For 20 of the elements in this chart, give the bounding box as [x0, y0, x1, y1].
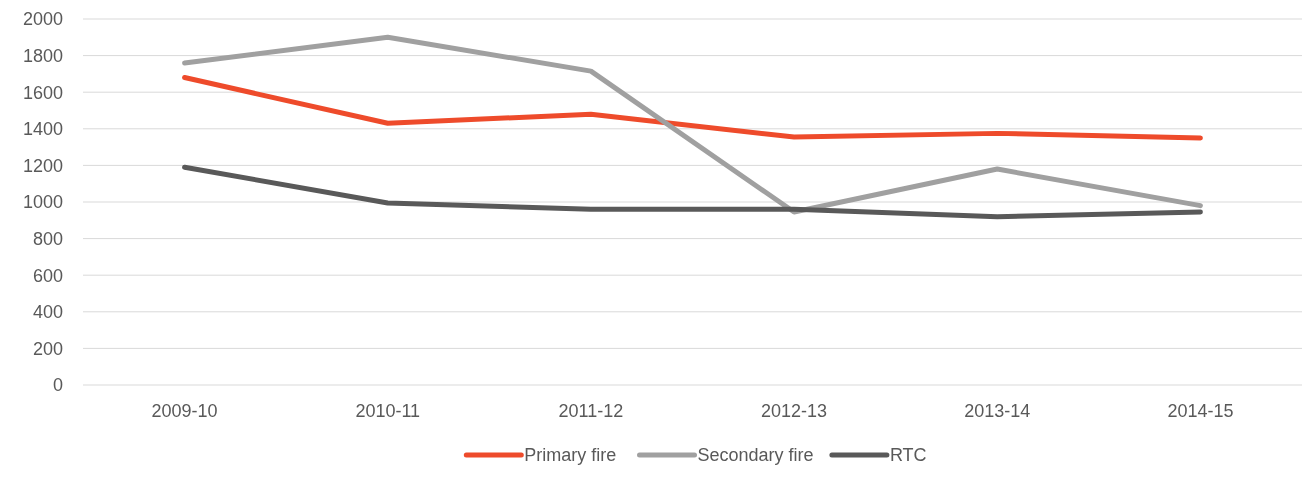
y-tick-label: 200 [32, 338, 63, 359]
y-tick-label: 400 [32, 302, 63, 323]
x-tick-label: 2011-12 [558, 401, 624, 421]
x-tick-label: 2013-14 [964, 401, 1031, 421]
y-tick-label: 0 [52, 375, 63, 396]
x-tick-label: 2009-10 [151, 401, 218, 421]
y-tick-label: 800 [32, 228, 63, 249]
y-tick-label: 600 [32, 265, 63, 286]
y-tick-label: 1800 [22, 45, 63, 66]
legend-label: Primary fire [524, 445, 617, 466]
y-tick-label: 1000 [22, 192, 63, 213]
y-tick-label: 1400 [22, 119, 63, 140]
y-tick-label: 1600 [22, 82, 63, 103]
legend-label: Secondary fire [697, 445, 814, 466]
legend-label: RTC [889, 445, 927, 466]
x-tick-label: 2010-11 [355, 401, 421, 421]
y-tick-label: 1200 [22, 155, 63, 176]
x-tick-label: 2014-15 [1167, 401, 1234, 421]
y-tick-label: 2000 [22, 9, 63, 30]
x-tick-label: 2012-13 [761, 401, 828, 421]
